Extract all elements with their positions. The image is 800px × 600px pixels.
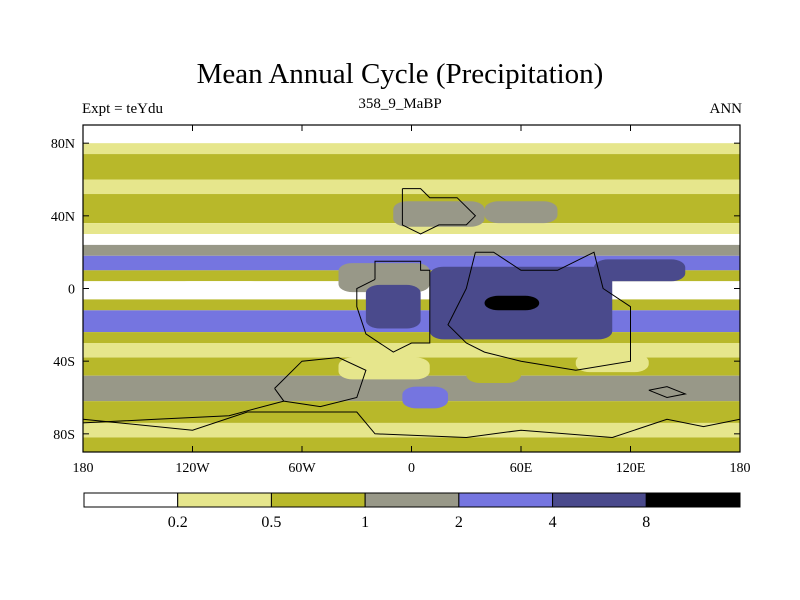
- continent-outline-0: [356, 260, 431, 353]
- colorbar-level-label: 0.2: [168, 514, 188, 531]
- colorbar-box-6: [645, 492, 741, 508]
- colorbar-box-1: [177, 492, 272, 508]
- region-blob-3: [484, 295, 540, 311]
- colorbar-box-0: [83, 492, 179, 508]
- x-tick-label: 60E: [510, 461, 533, 476]
- region-blob-11: [174, 281, 266, 296]
- region-blob-8: [575, 353, 649, 373]
- region-blob-6: [338, 357, 430, 380]
- colorbar-level-label: 1: [361, 514, 369, 531]
- region-blob-5: [393, 201, 485, 227]
- y-tick-label: 80S: [53, 428, 75, 443]
- colorbar-level-label: 2: [455, 514, 463, 531]
- y-tick-label: 40S: [53, 355, 75, 370]
- region-blob-10: [484, 201, 558, 224]
- x-tick-label: 180: [73, 461, 94, 476]
- zonal-band-13: [83, 332, 740, 343]
- region-blob-4: [594, 259, 686, 282]
- zonal-band-1: [83, 143, 740, 155]
- continent-outline-5: [83, 400, 284, 424]
- region-blob-0: [338, 263, 430, 293]
- zonal-band-0: [83, 125, 740, 144]
- chart-subtitle: 358_9_MaBP: [358, 96, 442, 112]
- season-label: ANN: [709, 101, 743, 117]
- zonal-band-19: [83, 437, 740, 452]
- continent-outline-3: [274, 356, 367, 408]
- colorbar-box-3: [364, 492, 460, 508]
- x-tick-label: 120E: [616, 461, 646, 476]
- zonal-band-2: [83, 154, 740, 180]
- zonal-band-18: [83, 422, 740, 438]
- colorbar-box-2: [270, 492, 366, 508]
- colorbar-level-label: 8: [642, 514, 650, 531]
- colorbar-box-5: [552, 492, 647, 508]
- zonal-band-3: [83, 179, 740, 195]
- x-tick-label: 120W: [175, 461, 210, 476]
- continent-outline-1: [401, 188, 477, 235]
- colorbar-level-label: 4: [549, 514, 557, 531]
- zonal-band-17: [83, 401, 740, 423]
- experiment-label: Expt = teYdu: [82, 101, 163, 117]
- continent-outline-6: [648, 386, 688, 399]
- y-tick-label: 0: [68, 283, 75, 298]
- zonal-band-6: [83, 234, 740, 245]
- zonal-band-7: [83, 244, 740, 256]
- region-blob-7: [466, 361, 521, 383]
- continent-outline-4: [83, 411, 740, 439]
- colorbar-box-4: [458, 492, 554, 508]
- contour-fill-group: [83, 125, 740, 452]
- continent-outline-2: [447, 251, 631, 371]
- x-tick-label: 0: [408, 461, 415, 476]
- x-tick-label: 180: [730, 461, 751, 476]
- y-tick-label: 80N: [51, 137, 75, 152]
- region-blob-9: [402, 386, 448, 409]
- y-tick-label: 40N: [51, 210, 75, 225]
- zonal-band-14: [83, 343, 740, 358]
- colorbar-level-label: 0.5: [261, 514, 281, 531]
- zonal-band-5: [83, 223, 740, 234]
- chart-title: Mean Annual Cycle (Precipitation): [196, 58, 604, 90]
- x-tick-label: 60W: [288, 461, 316, 476]
- region-blob-1: [365, 284, 421, 329]
